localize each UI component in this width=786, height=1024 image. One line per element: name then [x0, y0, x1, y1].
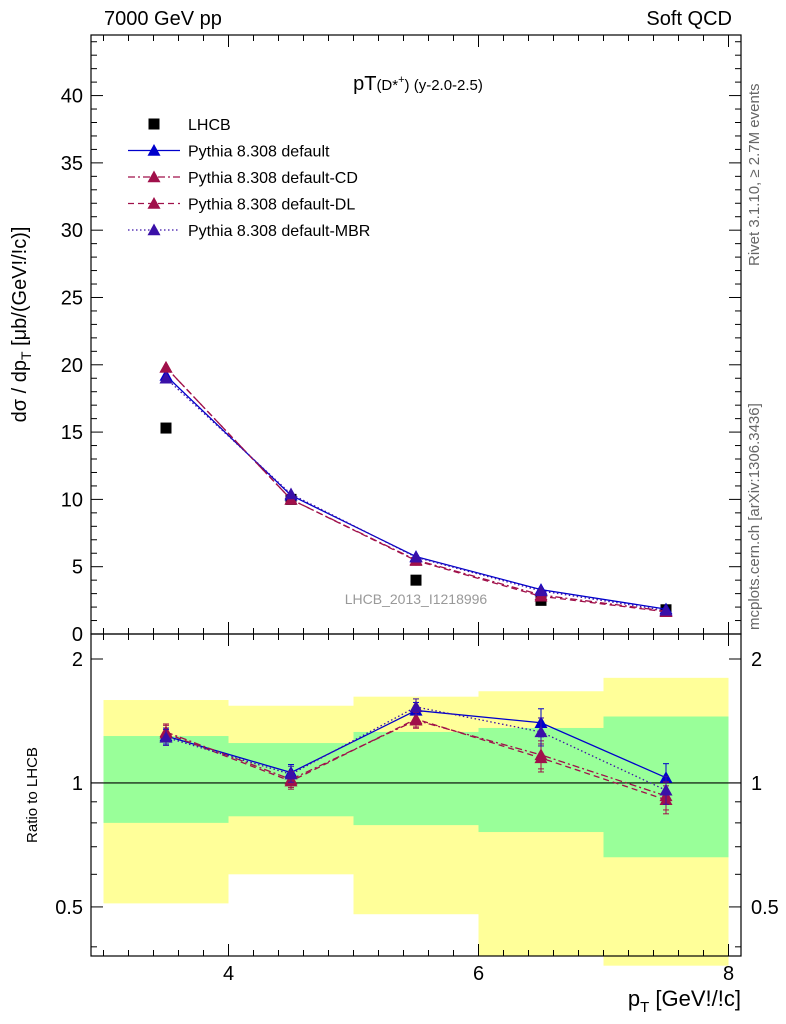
main-series-0: [160, 422, 672, 616]
legend-label: Pythia 8.308 default: [188, 144, 330, 161]
data-point: [159, 371, 173, 384]
band-inner-bin: [103, 736, 229, 823]
legend-marker: [148, 118, 160, 130]
legend-entry: Pythia 8.308 default-CD: [128, 170, 358, 187]
y-tick-label-main: 20: [61, 355, 83, 377]
ratio-point: [659, 783, 673, 796]
header-right: Soft QCD: [646, 8, 732, 30]
y-tick-label-main: 40: [61, 86, 83, 108]
legend-marker: [147, 197, 161, 209]
legend-entry: Pythia 8.308 default: [128, 144, 330, 161]
legend-label: Pythia 8.308 default-MBR: [188, 223, 370, 240]
y-ticks-main: [91, 41, 741, 635]
legend-label: Pythia 8.308 default-DL: [188, 197, 355, 214]
y-tick-label-ratio: 0.5: [55, 897, 83, 919]
y-tick-label-ratio-right: 2: [751, 649, 762, 671]
y-tick-label-ratio-right: 1: [751, 773, 762, 795]
data-point-lhcb: [410, 574, 422, 586]
y-axis-label-ratio: Ratio to LHCB: [24, 747, 41, 843]
series-line: [165, 375, 667, 610]
data-point: [534, 584, 548, 597]
data-point-lhcb: [160, 422, 172, 434]
ratio-point: [534, 725, 548, 738]
ratio-point: [409, 712, 423, 725]
x-tick-label: 4: [223, 963, 234, 985]
series-line: [165, 367, 667, 612]
y-tick-label-ratio: 2: [72, 649, 83, 671]
x-tick-label: 6: [473, 963, 484, 985]
x-tick-label: 8: [723, 963, 734, 985]
ratio-frame: [90, 633, 742, 957]
ratio-point: [534, 751, 548, 764]
header-left: 7000 GeV pp: [104, 8, 222, 30]
data-point: [409, 550, 423, 563]
y-tick-label-ratio: 1: [72, 773, 83, 795]
legend-label: Pythia 8.308 default-CD: [188, 170, 358, 187]
legend: LHCB Pythia 8.308 default Pythia 8.308 def…: [128, 117, 370, 240]
y-tick-label-main: 0: [72, 624, 83, 646]
chart-title: pT(D*+) (y-2.0-2.5): [353, 73, 483, 95]
data-point: [159, 360, 173, 373]
main-series-4: [159, 371, 673, 616]
legend-marker: [147, 223, 161, 236]
legend-entry: LHCB: [148, 117, 231, 134]
y-tick-label-main: 10: [61, 489, 83, 511]
ratio-point: [159, 730, 173, 743]
ratio-series-3: [159, 698, 673, 805]
legend-entry: Pythia 8.308 default-DL: [128, 197, 355, 214]
y-tick-label-main: 5: [72, 557, 83, 579]
x-ticks: [103, 35, 729, 956]
x-axis-label: pT [GeV!/!c]: [628, 986, 741, 1016]
legend-entry: Pythia 8.308 default-MBR: [128, 223, 370, 240]
data-point: [659, 603, 673, 616]
ratio-point: [409, 700, 423, 713]
y-tick-label-main: 15: [61, 422, 83, 444]
analysis-watermark: LHCB_2013_I1218996: [345, 591, 488, 607]
legend-marker: [147, 144, 161, 156]
y-axis-label-main: dσ / dpT [μb/(GeV!/!c)]: [9, 227, 34, 423]
y-tick-label-main: 30: [61, 220, 83, 242]
y-tick-label-main: 25: [61, 287, 83, 309]
ratio-point: [284, 767, 298, 780]
data-point: [284, 487, 298, 500]
y-tick-label-ratio-right: 0.5: [751, 897, 779, 919]
legend-label: LHCB: [188, 117, 231, 134]
y-tick-label-main: 35: [61, 153, 83, 175]
legend-marker: [147, 170, 161, 183]
y-ticks-ratio: [91, 658, 741, 948]
band-inner-bin: [353, 731, 479, 826]
